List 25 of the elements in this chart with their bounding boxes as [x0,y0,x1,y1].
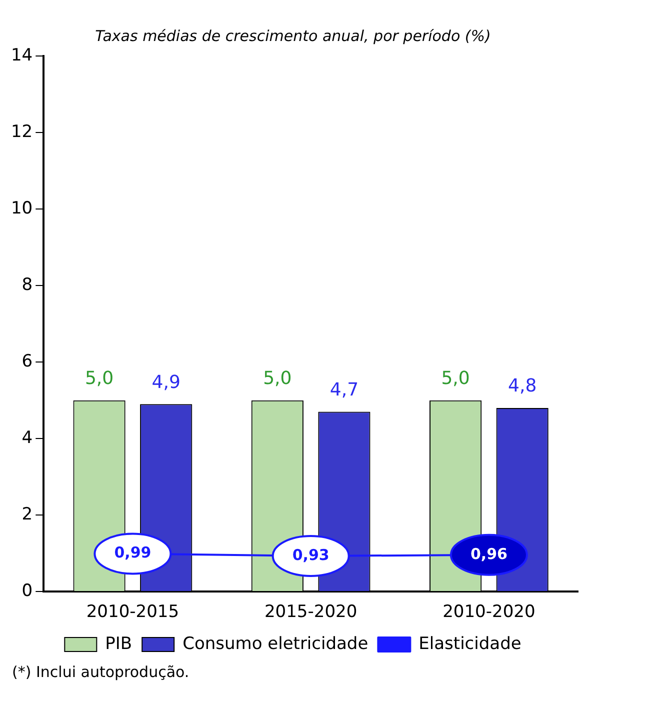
legend-label: Consumo eletricidade [182,634,368,654]
data-label: 4,8 [508,376,537,397]
y-tick-label: 6 [22,351,33,372]
data-label: 0,96 [470,544,508,563]
data-label: 4,9 [152,372,180,393]
y-tick-label: 4 [22,428,33,448]
y-tick-label: 14 [10,45,33,66]
y-tick-label: 8 [22,274,33,295]
x-tick-label: 2015-2020 [264,602,358,622]
data-label: 0,93 [292,546,330,564]
data-label: 5,0 [441,368,470,389]
legend-label: PIB [105,634,132,654]
data-label: 5,0 [84,368,114,389]
data-label: 4,7 [330,379,359,400]
data-label: 0,99 [114,544,152,562]
x-tick-label: 2010-2020 [442,602,536,622]
data-label: 5,0 [263,368,292,389]
y-tick-label: 10 [10,198,33,218]
legend-label: Elasticidade [418,634,522,654]
y-tick-label: 2 [22,504,33,525]
text: (*) Inclui autoprodução. [12,663,190,681]
y-tick-label: 12 [10,122,33,142]
y-tick-label: 0 [22,581,33,602]
chart-title: Taxas médias de crescimento anual, por período (%) [95,26,491,45]
x-tick-label: 2010-2015 [86,602,180,622]
